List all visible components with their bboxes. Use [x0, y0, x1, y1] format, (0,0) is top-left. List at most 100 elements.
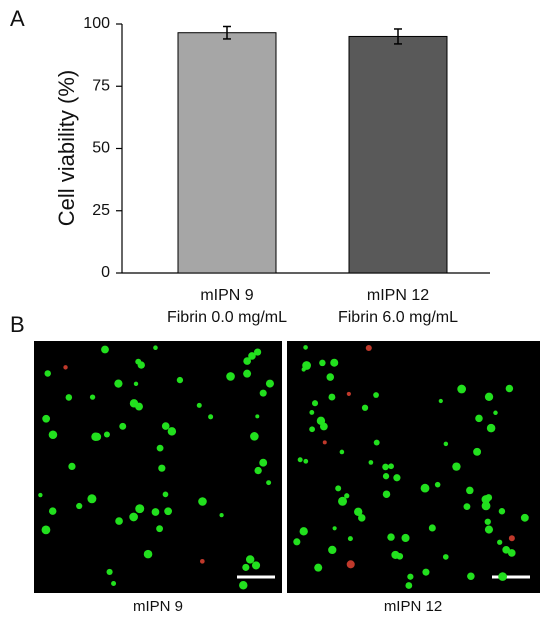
cell-dot [484, 525, 494, 534]
cell-dot [382, 473, 390, 480]
cell-dot [250, 432, 259, 441]
cell-dot [373, 392, 379, 398]
cell-dot [156, 444, 164, 452]
cell-dot [428, 524, 436, 532]
cell-dot [346, 560, 355, 569]
cell-dot [505, 384, 514, 393]
x-tick-label: Fibrin 6.0 mg/mL [338, 309, 458, 326]
cell-dot [135, 358, 142, 365]
cell-dot [68, 462, 76, 470]
cell-dot [255, 414, 260, 419]
cell-dot [498, 508, 506, 515]
cell-dot [208, 414, 214, 420]
cell-dot [358, 514, 366, 522]
cell-dot [151, 508, 160, 516]
cell-dot [245, 555, 255, 564]
cell-dot [243, 357, 251, 365]
cell-dot [226, 372, 235, 381]
cell-dot [405, 582, 413, 589]
cell-dot [129, 512, 138, 522]
cell-dot [502, 546, 510, 554]
cell-dot [76, 502, 83, 510]
cell-dot [196, 402, 202, 408]
cell-dot [309, 426, 315, 433]
y-axis-label: Cell viability (%) [54, 70, 79, 226]
image-caption: mIPN 12 [384, 598, 442, 615]
cell-dot [38, 492, 43, 498]
cell-dot [466, 486, 474, 495]
cell-dot [65, 394, 73, 401]
cell-dot [297, 457, 303, 463]
cell-dot [368, 460, 374, 465]
cell-dot [44, 370, 51, 377]
cell-dot [251, 561, 261, 570]
bar [177, 32, 277, 274]
cell-dot [407, 573, 414, 580]
cell-dot [508, 535, 515, 542]
cell-dot [133, 381, 139, 387]
cell-dot [161, 422, 170, 430]
cell-dot [115, 517, 123, 525]
cell-dot [420, 483, 430, 493]
cell-dot [401, 533, 410, 543]
y-tick-label: 75 [92, 77, 110, 94]
cell-dot [452, 462, 461, 471]
cell-dot [434, 481, 441, 488]
bar [348, 35, 448, 274]
cell-dot [326, 373, 335, 381]
cell-dot [338, 496, 348, 506]
cell-dot [48, 507, 57, 515]
cell-dot [463, 503, 471, 511]
cell-dot [457, 384, 467, 394]
cell-dot [114, 379, 123, 388]
cell-dot [346, 391, 351, 397]
cell-dot [322, 440, 327, 445]
cell-dot [265, 379, 274, 388]
cell-dot [89, 394, 96, 400]
cell-dot [388, 463, 394, 470]
cell-dot [176, 376, 184, 384]
x-tick-label: Fibrin 0.0 mg/mL [167, 309, 287, 326]
cell-dot [391, 550, 400, 559]
cell-dot [497, 539, 503, 545]
cell-dot [507, 549, 516, 557]
cell-dot [156, 525, 163, 533]
cell-dot [484, 392, 494, 401]
cell-dot [328, 393, 336, 401]
cell-dot [443, 441, 449, 447]
cell-dot [293, 538, 301, 546]
cell-dot [387, 533, 395, 541]
y-tick-label: 100 [83, 15, 110, 32]
cell-dot [319, 359, 326, 367]
cell-dot [498, 572, 507, 581]
cell-dot [438, 398, 443, 404]
cell-dot [373, 439, 380, 446]
cell-dot [475, 414, 483, 423]
cell-dot [167, 427, 177, 436]
cell-dot [101, 345, 109, 354]
cell-dot [442, 554, 449, 560]
cell-dot [520, 513, 529, 522]
cell-dot [344, 493, 350, 499]
cell-dot [486, 423, 496, 433]
x-tick-label: mIPN 9 [200, 287, 253, 304]
cell-dot [347, 536, 353, 542]
cell-dot [254, 348, 262, 356]
cell-dot [314, 563, 323, 572]
cell-dot [103, 431, 110, 438]
panel-label: A [10, 6, 25, 31]
cell-dot [332, 526, 337, 531]
cell-dot [301, 367, 306, 372]
y-tick-label: 50 [92, 140, 110, 157]
micrograph [287, 341, 540, 593]
cell-dot [311, 400, 319, 407]
cell-dot [106, 568, 113, 576]
cell-dot [393, 474, 401, 482]
cell-dot [365, 344, 372, 352]
cell-dot [259, 389, 267, 397]
cell-dot [330, 358, 339, 367]
x-tick-label: mIPN 12 [367, 287, 429, 304]
cell-dot [484, 518, 491, 525]
cell-dot [354, 507, 363, 516]
cell-dot [48, 430, 58, 439]
